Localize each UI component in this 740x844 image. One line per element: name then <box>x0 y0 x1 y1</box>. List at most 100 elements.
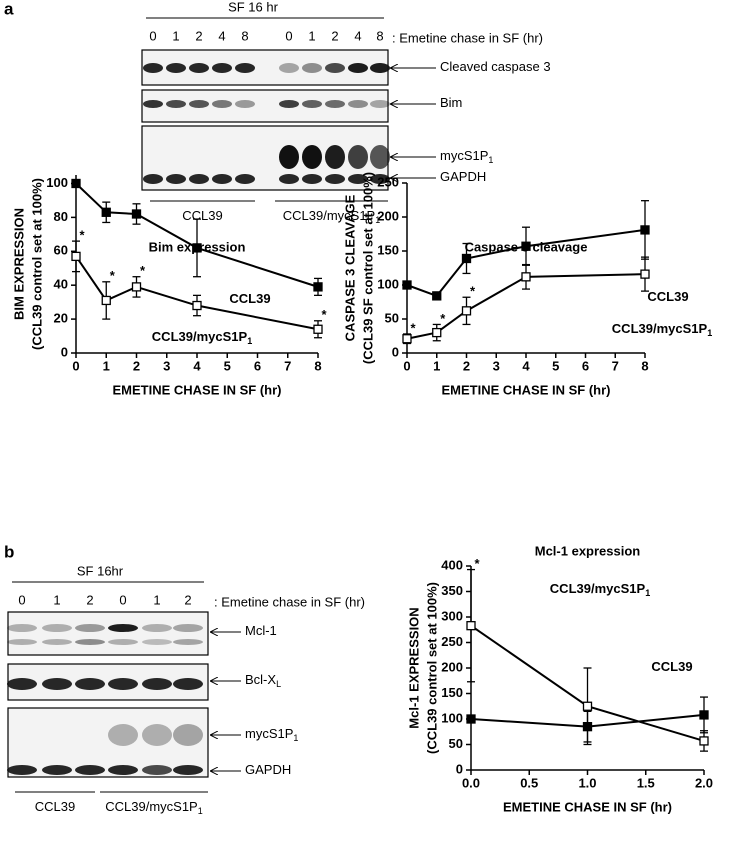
marker <box>131 282 142 292</box>
y-tick-label: 50 <box>385 310 399 325</box>
band <box>173 624 203 632</box>
band <box>75 765 105 775</box>
y-tick-label: 200 <box>377 208 399 223</box>
series-label-main: CCL39/mycS1P <box>550 581 646 596</box>
x-tick-label: 1 <box>103 358 110 373</box>
band <box>348 174 368 184</box>
x-tick-label: 6 <box>254 358 261 373</box>
series-label: CCL39 <box>651 659 692 674</box>
blot-label-sub: L <box>276 679 281 689</box>
annotation: * <box>321 307 327 322</box>
marker <box>101 207 111 217</box>
marker <box>582 701 593 711</box>
band <box>302 100 322 108</box>
y-tick-label: 250 <box>377 174 399 189</box>
y-axis-label: (CCL39 SF control set at 100%) <box>360 172 375 364</box>
marker <box>466 621 476 631</box>
x-tick-label: 6 <box>582 358 589 373</box>
marker <box>521 241 531 251</box>
blot-label: Cleaved caspase 3 <box>440 59 551 74</box>
lane-label: 2 <box>86 592 93 607</box>
y-tick-label: 400 <box>441 557 463 572</box>
group-label: CCL39 <box>35 799 75 814</box>
marker <box>192 243 202 253</box>
series-label: CCL39/mycS1P1 <box>550 581 650 598</box>
marker <box>640 269 650 279</box>
blot-label-sub: 1 <box>488 155 493 165</box>
lane-label: 0 <box>18 592 25 607</box>
x-tick-label: 2 <box>463 358 470 373</box>
blot-label-sub: 1 <box>293 733 298 743</box>
marker <box>71 251 81 262</box>
y-tick-label: 0 <box>61 344 68 359</box>
chart-title: Mcl-1 expression <box>535 543 641 558</box>
lane-label: 1 <box>53 592 60 607</box>
x-tick-label: 5 <box>224 358 231 373</box>
blot-label: GAPDH <box>440 169 486 184</box>
x-axis-label: EMETINE CHASE IN SF (hr) <box>441 382 610 397</box>
y-tick-label: 150 <box>377 242 399 257</box>
blot-label: mycS1P1 <box>440 148 493 165</box>
marker <box>131 209 142 219</box>
y-tick-label: 200 <box>441 659 463 674</box>
series-label-sub: 1 <box>707 328 712 338</box>
group-label-sub: 1 <box>375 215 380 225</box>
y-axis-label: CASPASE 3 CLEAVAGE <box>342 194 357 341</box>
group-label-main: CCL39 <box>182 208 222 223</box>
chase-label: : Emetine chase in SF (hr) <box>214 594 365 609</box>
band <box>108 639 138 645</box>
y-tick-label: 100 <box>441 710 463 725</box>
marker <box>101 295 111 306</box>
y-tick-label: 50 <box>449 736 463 751</box>
marker <box>71 178 81 189</box>
x-tick-label: 3 <box>163 358 170 373</box>
lane-label: 2 <box>331 28 338 43</box>
y-tick-label: 100 <box>377 276 399 291</box>
annotation: * <box>79 228 85 243</box>
panel-label: b <box>4 542 14 561</box>
band <box>42 678 72 690</box>
band <box>235 174 255 184</box>
band <box>235 63 255 73</box>
group-label-main: CCL39/mycS1P <box>283 208 375 223</box>
y-tick-label: 0 <box>456 761 463 776</box>
band <box>166 63 186 73</box>
annotation: * <box>474 556 480 571</box>
marker <box>192 300 202 311</box>
x-tick-label: 8 <box>314 358 321 373</box>
y-tick-label: 150 <box>441 685 463 700</box>
blot-label-main: Bim <box>440 95 462 110</box>
blot-label-main: Cleaved caspase 3 <box>440 59 551 74</box>
band <box>212 174 232 184</box>
marker <box>402 280 412 290</box>
annotation: * <box>140 263 146 278</box>
x-tick-label: 0 <box>403 358 410 373</box>
marker <box>313 324 323 334</box>
lane-label: 4 <box>218 28 225 43</box>
band <box>370 100 390 108</box>
band <box>75 639 105 645</box>
lane-label: 4 <box>354 28 361 43</box>
band <box>108 678 138 690</box>
band <box>212 100 232 108</box>
band <box>348 63 368 73</box>
blot-label-main: GAPDH <box>440 169 486 184</box>
blot-label: Bcl-XL <box>245 672 281 689</box>
blot-label: GAPDH <box>245 762 291 777</box>
marker <box>402 334 412 344</box>
marker <box>699 736 709 746</box>
annotation: * <box>470 284 476 299</box>
series-label: CCL39/mycS1P1 <box>152 329 252 346</box>
marker <box>432 327 442 338</box>
band <box>42 765 72 775</box>
band <box>142 765 172 775</box>
series-label-main: CCL39 <box>229 291 270 306</box>
series-label: CCL39 <box>647 289 688 304</box>
series-label-main: CCL39 <box>647 289 688 304</box>
series-label-main: CCL39/mycS1P <box>612 321 708 336</box>
band <box>108 765 138 775</box>
marker <box>521 272 531 282</box>
x-tick-label: 4 <box>522 358 530 373</box>
x-tick-label: 2.0 <box>695 775 713 790</box>
